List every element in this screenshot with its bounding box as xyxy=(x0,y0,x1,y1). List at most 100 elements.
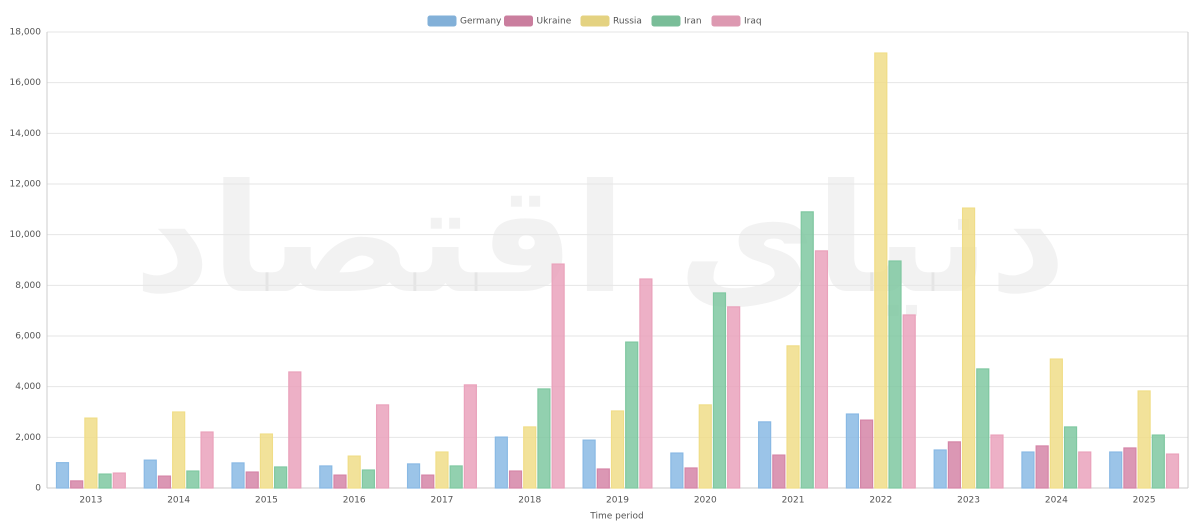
x-tick-label: 2022 xyxy=(869,496,892,506)
legend-label: Russia xyxy=(613,17,642,27)
legend-swatch xyxy=(427,15,457,27)
bar xyxy=(361,469,375,489)
bar xyxy=(1035,445,1049,489)
legend-label: Ukraine xyxy=(537,17,572,27)
bar xyxy=(670,452,684,489)
bar xyxy=(596,468,610,489)
watermark: دنیای اقتصاد xyxy=(134,153,1067,327)
bar xyxy=(961,207,976,489)
bar xyxy=(463,384,477,489)
bar xyxy=(845,413,860,489)
y-tick-label: 6,000 xyxy=(15,332,41,342)
bar xyxy=(375,404,390,489)
x-tick-label: 2024 xyxy=(1045,496,1068,506)
y-tick-label: 4,000 xyxy=(15,382,41,392)
bar xyxy=(786,345,800,489)
bar xyxy=(1063,426,1078,489)
bar xyxy=(231,462,245,489)
bar xyxy=(421,474,435,489)
x-tick-label: 2016 xyxy=(343,496,366,506)
x-tick-label: 2020 xyxy=(694,496,717,506)
x-tick-label: 2014 xyxy=(167,496,190,506)
bar xyxy=(1021,451,1035,489)
bar xyxy=(772,454,786,489)
bar xyxy=(902,314,916,489)
legend-swatch xyxy=(504,15,533,27)
y-tick-label: 0 xyxy=(35,484,41,494)
x-axis-title: Time period xyxy=(589,512,644,522)
y-tick-label: 14,000 xyxy=(10,129,42,139)
bar xyxy=(112,472,126,489)
y-tick-label: 16,000 xyxy=(10,78,42,88)
legend-label: Iran xyxy=(684,17,702,27)
bar xyxy=(727,306,741,489)
bar xyxy=(582,439,596,489)
x-tick-label: 2025 xyxy=(1133,496,1156,506)
x-tick-label: 2013 xyxy=(79,496,102,506)
x-tick-label: 2015 xyxy=(255,496,278,506)
bar xyxy=(186,470,200,489)
bar xyxy=(874,52,888,489)
bar xyxy=(1049,358,1063,489)
bar xyxy=(860,419,874,489)
bar xyxy=(698,404,712,489)
bar xyxy=(551,263,565,489)
bar xyxy=(200,431,214,489)
x-tick-label: 2019 xyxy=(606,496,629,506)
bar xyxy=(143,459,157,489)
bar xyxy=(508,470,523,489)
bar xyxy=(933,449,947,489)
legend-swatch xyxy=(651,15,681,27)
legend-swatch xyxy=(580,15,610,27)
bar xyxy=(800,211,814,489)
bar xyxy=(494,436,508,489)
y-tick-label: 8,000 xyxy=(15,281,41,291)
bar xyxy=(712,292,727,489)
bar xyxy=(274,466,288,489)
bar xyxy=(1123,447,1137,489)
bar xyxy=(435,451,449,489)
bar xyxy=(347,455,361,489)
bar xyxy=(523,426,537,489)
bar xyxy=(333,474,347,489)
bar xyxy=(1109,451,1123,489)
bar xyxy=(537,388,551,489)
y-tick-label: 12,000 xyxy=(10,180,42,190)
bar xyxy=(157,475,172,489)
bar xyxy=(625,341,639,489)
bar xyxy=(639,278,653,489)
y-tick-label: 10,000 xyxy=(10,230,42,240)
bar xyxy=(1165,453,1180,489)
y-tick-label: 2,000 xyxy=(15,433,41,443)
legend-label: Iraq xyxy=(744,17,762,27)
x-tick-label: 2018 xyxy=(518,496,541,506)
bar xyxy=(449,465,463,489)
bar xyxy=(406,463,421,489)
bar xyxy=(259,433,274,489)
legend-swatch xyxy=(711,15,741,27)
bar xyxy=(288,371,302,489)
bar xyxy=(888,260,902,489)
bar xyxy=(98,473,112,489)
x-tick-label: 2017 xyxy=(431,496,454,506)
bar xyxy=(758,421,772,489)
bar xyxy=(55,462,70,489)
bar xyxy=(610,410,625,489)
bar xyxy=(172,411,186,489)
bar xyxy=(947,441,961,489)
y-tick-label: 18,000 xyxy=(10,28,42,38)
x-tick-label: 2021 xyxy=(782,496,805,506)
bar xyxy=(814,250,829,489)
bar xyxy=(319,465,333,489)
bar xyxy=(1137,390,1151,489)
bar xyxy=(1078,451,1092,489)
legend-label: Germany xyxy=(460,17,502,27)
x-tick-label: 2023 xyxy=(957,496,980,506)
bar xyxy=(1151,434,1165,489)
bar xyxy=(84,417,98,489)
bar xyxy=(684,467,698,489)
bar xyxy=(245,471,259,489)
bar xyxy=(70,480,84,489)
bar xyxy=(976,368,990,489)
